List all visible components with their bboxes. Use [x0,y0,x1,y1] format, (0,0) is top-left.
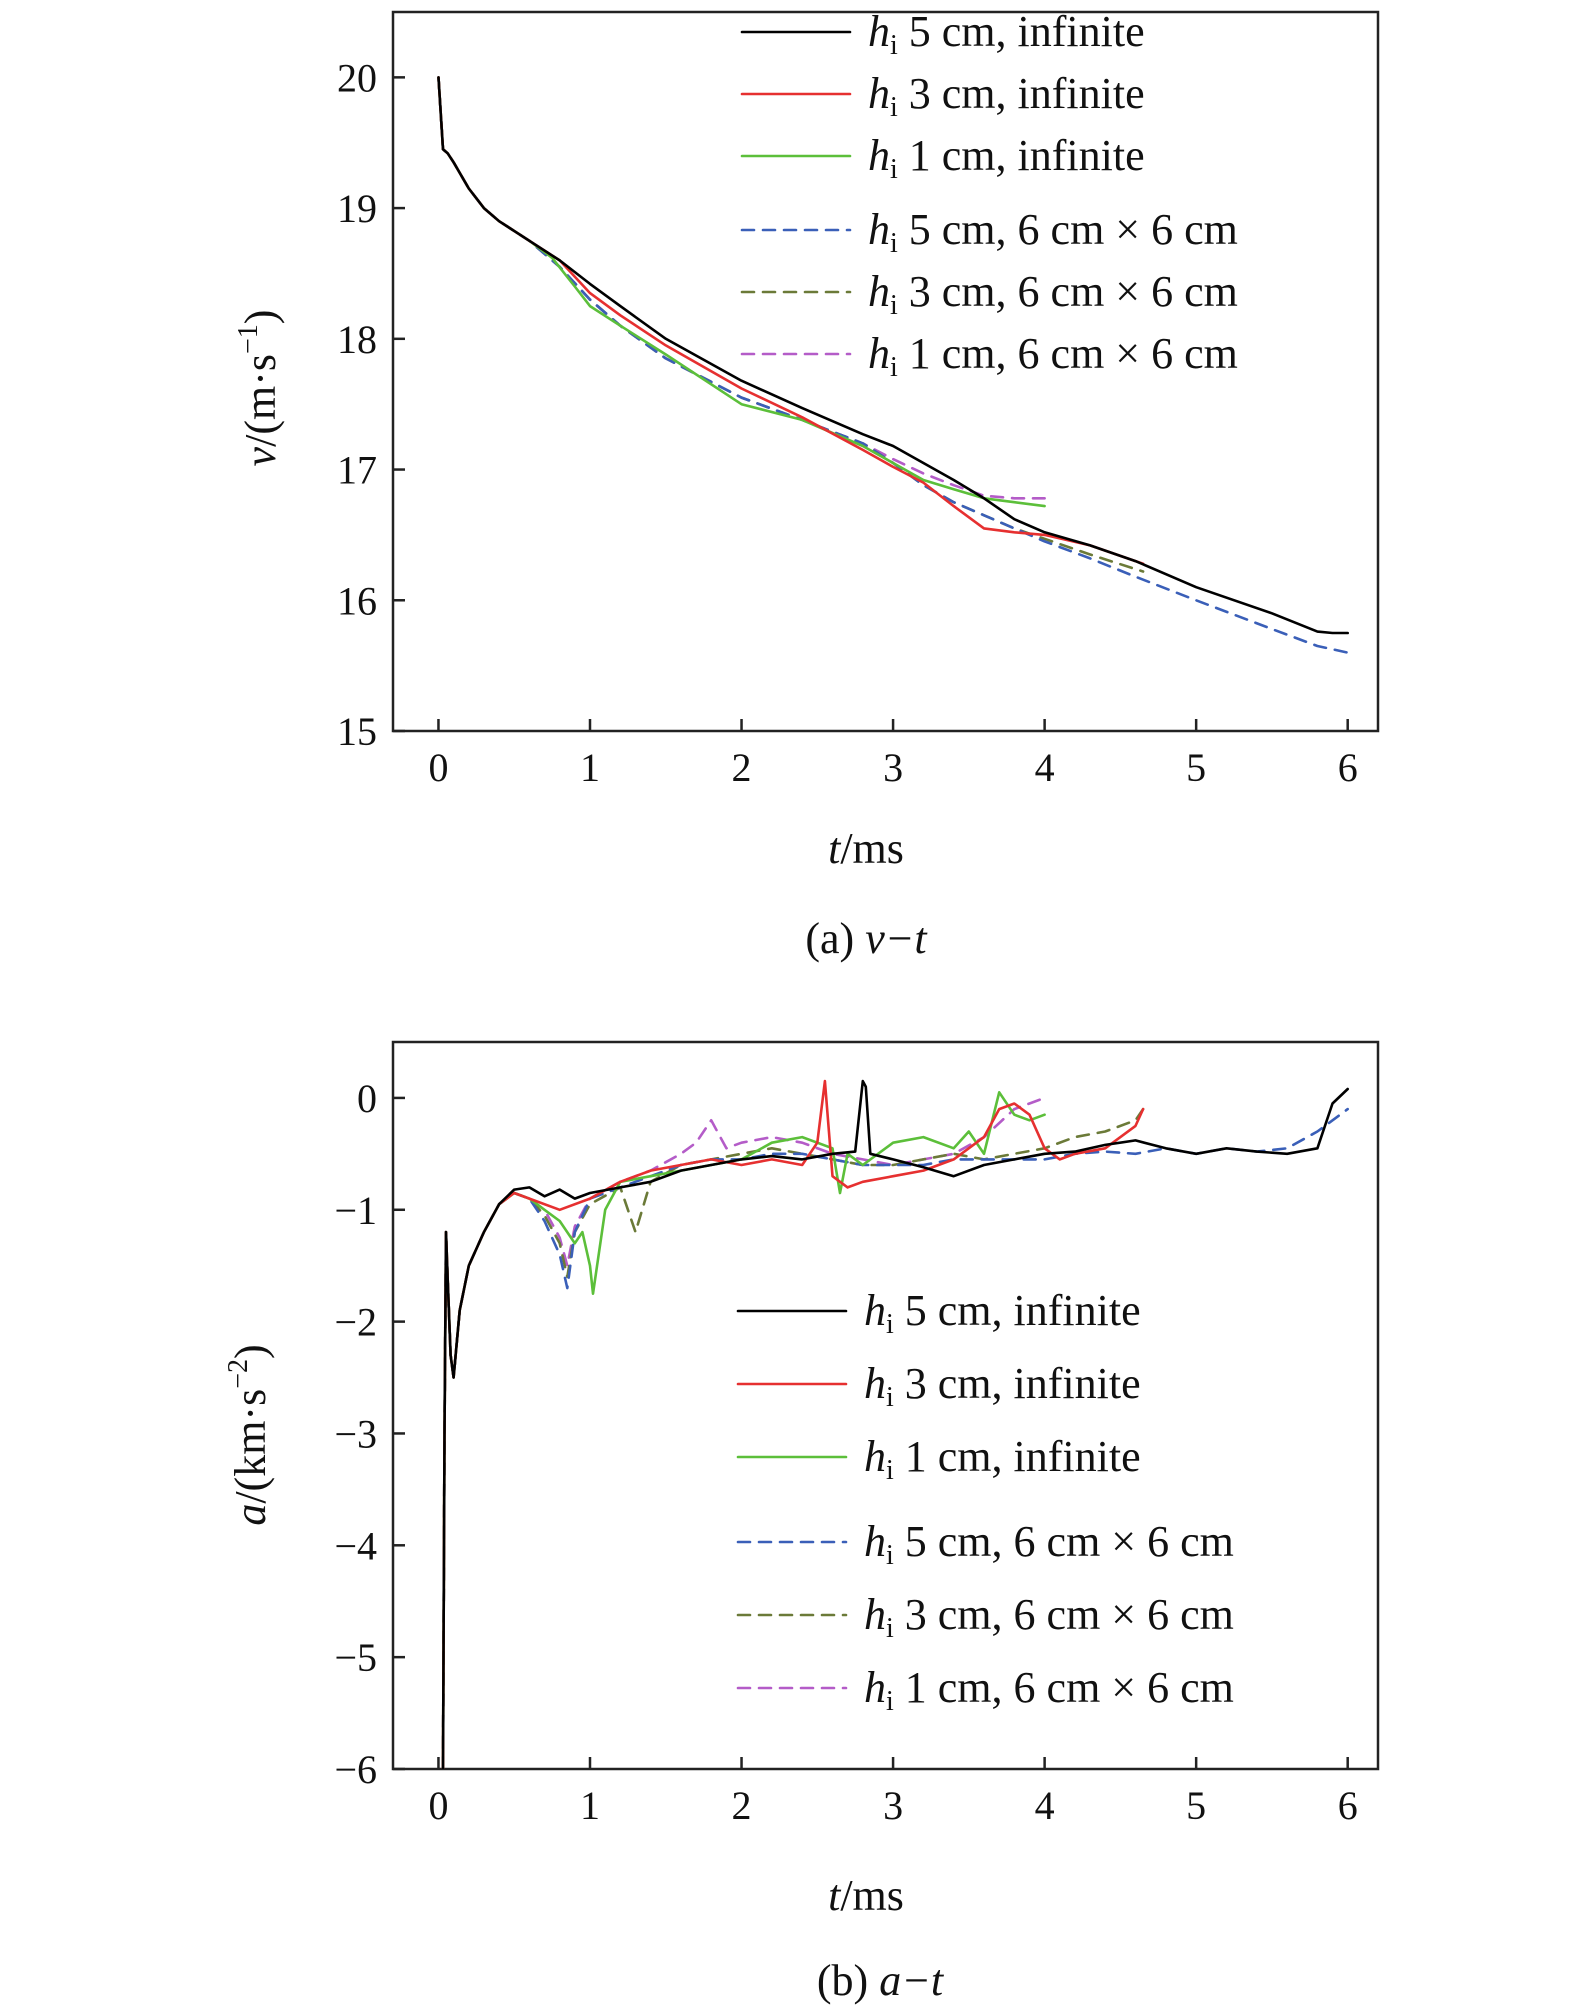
plot-area-a: 0 1 2 3 4 5 6 15 16 17 18 19 20 hi 5 cm, infinite hi 3… [337,7,1380,790]
x-axis-label-a: t/ms [828,824,904,873]
legend-b: hi 5 cm, infinite hi 3 cm, infinite hi 1 c… [736,1286,1234,1717]
legend-label-b-2: hi 3 cm, infinite [864,1359,1141,1413]
legend-label-a-4: hi 5 cm, 6 cm × 6 cm [868,205,1238,259]
plot-frame-a [391,10,1380,733]
y-axis-label-a: v/(m·s−1) [233,310,285,467]
y-tick-label-b-1: −5 [334,1635,377,1680]
y-tick-label-b-4: −2 [334,1300,377,1345]
caption-b: (b) a−t [817,1956,945,2005]
legend-label-a-3: hi 1 cm, infinite [868,131,1145,185]
legend-label-b-3: hi 1 cm, infinite [864,1432,1141,1486]
legend-label-a-2: hi 3 cm, infinite [868,69,1145,123]
x-tick-label-a-4: 4 [1035,745,1055,790]
y-axis-label-b: a/(km·s−2) [223,1344,275,1525]
y-tick-label-a-2: 17 [337,448,377,493]
x-tick-label-b-3: 3 [883,1783,903,1828]
panel-a: 0 1 2 3 4 5 6 15 16 17 18 19 20 hi 5 cm, infinite hi 3… [233,7,1380,963]
legend-label-a-1: hi 5 cm, infinite [868,7,1145,61]
x-tick-label-b-6: 6 [1338,1783,1358,1828]
legend-label-b-1: hi 5 cm, infinite [864,1286,1141,1340]
x-tick-label-b-2: 2 [732,1783,752,1828]
x-tick-label-b-0: 0 [428,1783,448,1828]
series-line-b-1 [441,1079,1349,1769]
y-tick-label-a-5: 20 [337,55,377,100]
x-tick-label-b-4: 4 [1035,1783,1055,1828]
legend-a: hi 5 cm, infinite hi 3 cm, infinite hi 1 c… [740,7,1238,383]
x-tick-label-a-3: 3 [883,745,903,790]
x-tick-label-a-0: 0 [428,745,448,790]
legend-label-a-6: hi 1 cm, 6 cm × 6 cm [868,329,1238,383]
x-tick-label-a-2: 2 [732,745,752,790]
x-tick-label-a-5: 5 [1186,745,1206,790]
legend-label-b-6: hi 1 cm, 6 cm × 6 cm [864,1663,1234,1717]
caption-a: (a) v−t [805,914,928,963]
y-tick-label-b-5: −1 [334,1188,377,1233]
x-tick-label-b-1: 1 [580,1783,600,1828]
x-tick-label-a-1: 1 [580,745,600,790]
y-tick-label-b-6: 0 [357,1076,377,1121]
legend-label-b-5: hi 3 cm, 6 cm × 6 cm [864,1590,1234,1644]
y-tick-label-b-0: −6 [334,1747,377,1792]
series-line-a-1 [437,76,1349,635]
x-tick-label-a-6: 6 [1338,745,1358,790]
y-tick-label-b-3: −3 [334,1411,377,1456]
y-tick-label-a-3: 18 [337,317,377,362]
x-tick-label-b-5: 5 [1186,1783,1206,1828]
y-tick-label-b-2: −4 [334,1523,377,1568]
legend-label-b-4: hi 5 cm, 6 cm × 6 cm [864,1517,1234,1571]
y-tick-label-a-0: 15 [337,709,377,754]
plot-frame-b [391,1040,1380,1771]
y-tick-label-a-1: 16 [337,578,377,623]
x-axis-label-b: t/ms [828,1871,904,1920]
y-tick-label-a-4: 19 [337,186,377,231]
legend-label-a-5: hi 3 cm, 6 cm × 6 cm [868,267,1238,321]
